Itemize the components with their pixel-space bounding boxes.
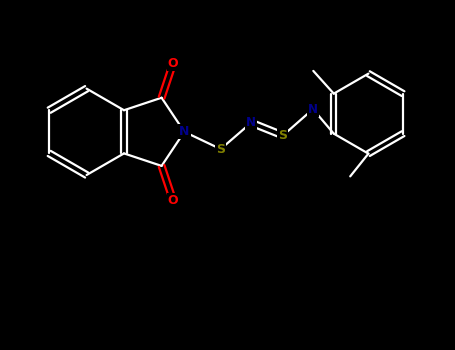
Text: O: O — [167, 57, 178, 70]
Text: O: O — [167, 194, 178, 206]
Text: N: N — [308, 103, 318, 116]
Text: S: S — [216, 142, 225, 156]
Text: S: S — [278, 129, 288, 142]
Text: N: N — [246, 116, 256, 129]
Text: N: N — [179, 125, 189, 138]
